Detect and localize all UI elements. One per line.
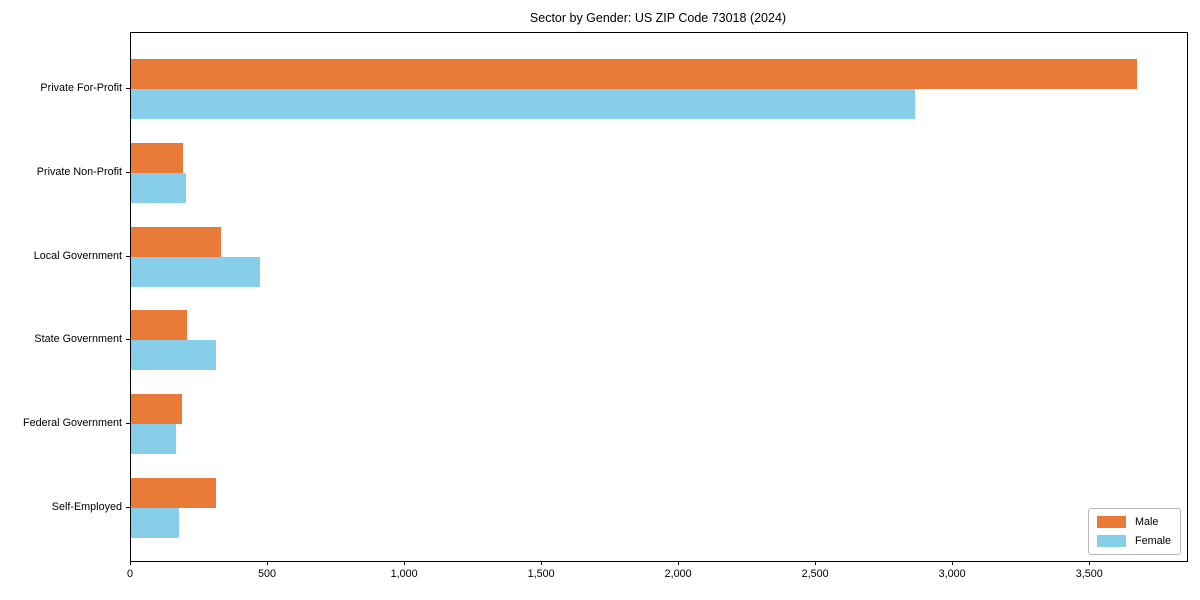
bar-state-government-male — [131, 310, 188, 341]
bar-private-non-profit-female — [131, 172, 186, 203]
y-tick-label-local-government: Local Government — [33, 249, 122, 262]
legend-swatch-male — [1096, 516, 1126, 528]
y-tick-label-private-for-profit: Private For-Profit — [40, 82, 122, 94]
y-tick-label-private-non-profit: Private Non-Profit — [36, 165, 122, 178]
x-tick-label-3,500: 3,500 — [1075, 568, 1103, 580]
x-tick-mark-500 — [267, 561, 268, 565]
legend-label-female: Female — [1134, 535, 1171, 547]
bar-local-government-male — [131, 226, 222, 257]
y-tick-mark-local-government — [126, 255, 130, 257]
legend-label-male: Male — [1134, 516, 1159, 528]
x-tick-mark-0 — [130, 561, 131, 565]
legend-item-male: Male — [1096, 516, 1171, 528]
y-tick-mark-state-government — [126, 339, 130, 341]
x-tick-mark-1,500 — [541, 561, 543, 565]
x-tick-label-500: 500 — [257, 568, 277, 580]
y-tick-mark-federal-government — [126, 423, 130, 425]
y-tick-mark-self-employed — [126, 507, 130, 508]
x-tick-mark-1,000 — [404, 561, 406, 565]
x-tick-label-1,000: 1,000 — [390, 568, 418, 580]
x-tick-label-3,000: 3,000 — [938, 568, 966, 580]
legend: Male Female — [1087, 508, 1181, 555]
bar-private-for-profit-female — [131, 89, 915, 119]
x-tick-mark-3,500 — [1089, 561, 1091, 565]
y-tick-label-federal-government: Federal Government — [22, 417, 122, 430]
bar-federal-government-male — [131, 394, 182, 425]
y-tick-mark-private-for-profit — [126, 88, 130, 89]
bar-federal-government-female — [131, 424, 177, 455]
plot-area: Male Female — [130, 32, 1188, 562]
legend-item-female: Female — [1096, 535, 1171, 547]
y-tick-label-self-employed: Self-Employed — [51, 501, 122, 513]
y-tick-label-state-government: State Government — [34, 333, 122, 346]
x-tick-label-2,000: 2,000 — [664, 568, 692, 580]
bar-local-government-female — [131, 256, 260, 287]
bar-private-for-profit-male — [131, 59, 1137, 89]
y-tick-mark-private-non-profit — [126, 171, 130, 173]
x-tick-label-2,500: 2,500 — [801, 568, 829, 580]
x-tick-mark-2,500 — [815, 561, 817, 565]
bar-state-government-female — [131, 340, 216, 371]
bar-self-employed-male — [131, 478, 216, 508]
x-tick-label-0: 0 — [126, 568, 134, 580]
chart-title: Sector by Gender: US ZIP Code 73018 (202… — [529, 11, 787, 25]
x-tick-label-1,500: 1,500 — [527, 568, 555, 580]
x-tick-mark-3,000 — [952, 561, 954, 565]
bar-self-employed-female — [131, 508, 179, 538]
legend-swatch-female — [1096, 535, 1126, 547]
x-tick-mark-2,000 — [678, 561, 680, 565]
bar-private-non-profit-male — [131, 142, 184, 173]
